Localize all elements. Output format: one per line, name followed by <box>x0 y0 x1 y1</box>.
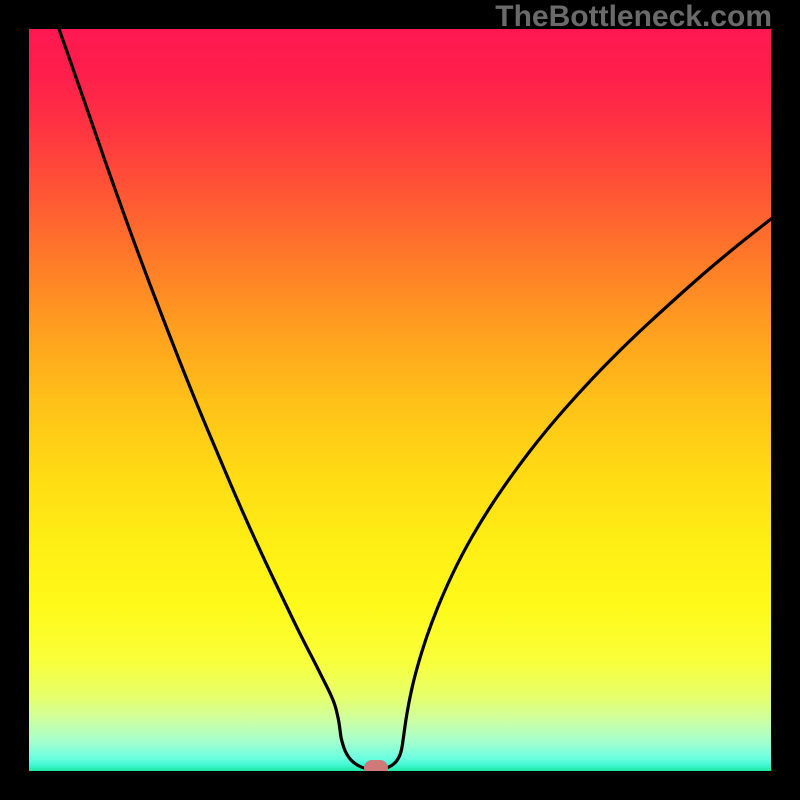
optimum-marker <box>364 760 388 771</box>
watermark-text: TheBottleneck.com <box>495 0 772 34</box>
chart-plot-area <box>29 29 771 771</box>
bottleneck-curve <box>29 29 771 771</box>
